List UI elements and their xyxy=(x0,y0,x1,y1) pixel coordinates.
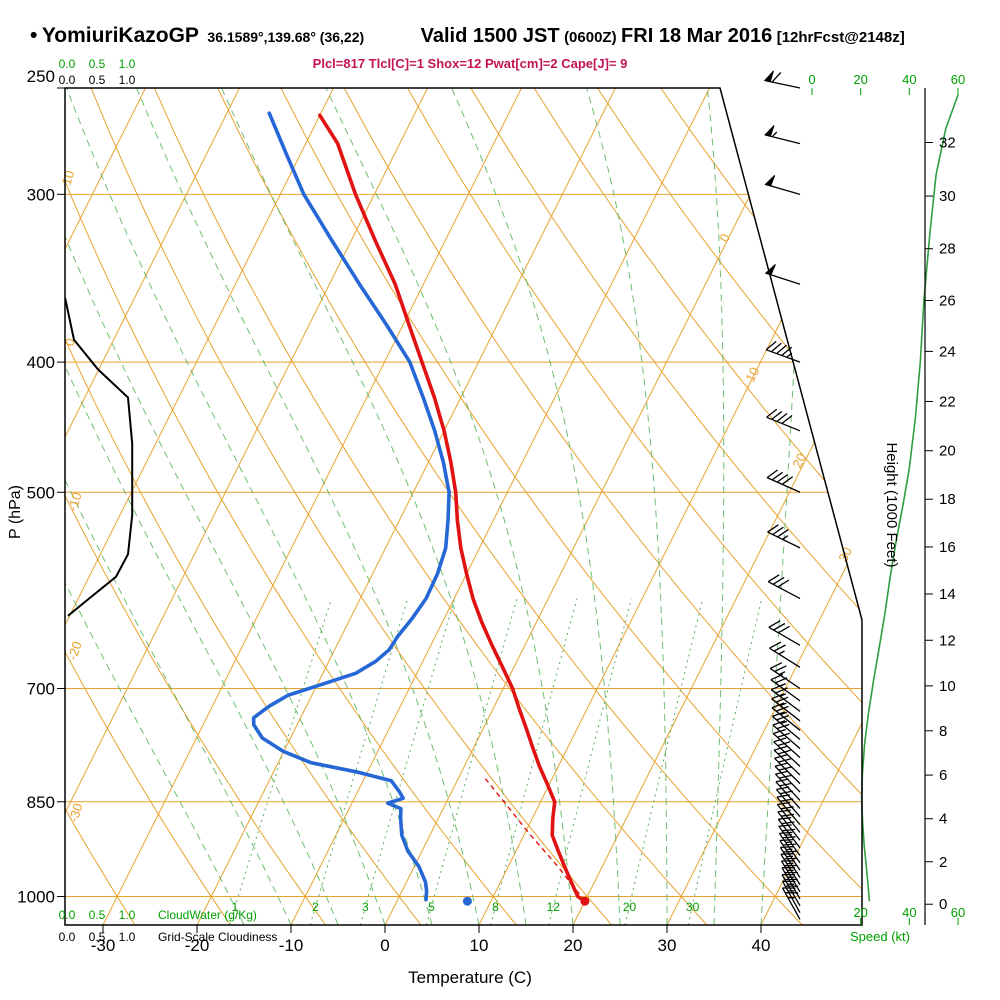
svg-text:18: 18 xyxy=(939,491,956,508)
svg-text:-10: -10 xyxy=(279,936,304,955)
svg-text:10: 10 xyxy=(939,678,956,695)
svg-text:-20: -20 xyxy=(65,639,85,662)
svg-text:30: 30 xyxy=(686,900,700,914)
svg-text:8: 8 xyxy=(939,723,947,740)
station-coords: 36.1589°,139.68° (36,22) xyxy=(207,29,365,45)
svg-text:0.0: 0.0 xyxy=(59,57,76,71)
svg-text:300: 300 xyxy=(27,185,55,204)
svg-text:CloudWater (g/Kg): CloudWater (g/Kg) xyxy=(158,908,257,922)
svg-text:Grid-Scale Cloudiness: Grid-Scale Cloudiness xyxy=(158,930,277,944)
svg-text:-20: -20 xyxy=(185,936,210,955)
svg-text:12: 12 xyxy=(939,632,956,649)
svg-text:6: 6 xyxy=(939,767,947,784)
svg-text:14: 14 xyxy=(939,586,956,603)
svg-text:16: 16 xyxy=(939,539,956,556)
svg-text:22: 22 xyxy=(939,393,956,410)
svg-text:2: 2 xyxy=(939,854,947,871)
svg-text:0: 0 xyxy=(62,336,79,348)
svg-text:26: 26 xyxy=(939,292,956,309)
plot-border xyxy=(64,87,863,926)
svg-text:40: 40 xyxy=(902,72,916,87)
svg-text:30: 30 xyxy=(658,936,677,955)
svg-text:700: 700 xyxy=(27,680,55,699)
svg-text:0: 0 xyxy=(808,72,815,87)
svg-text:20: 20 xyxy=(789,451,809,471)
sounding-params: Plcl=817 Tlcl[C]=1 Shox=12 Pwat[cm]=2 Ca… xyxy=(312,56,628,71)
svg-text:10: 10 xyxy=(470,936,489,955)
svg-text:20: 20 xyxy=(564,936,583,955)
valid-zulu: (0600Z) xyxy=(564,29,617,46)
valid-date: FRI 18 Mar 2016 xyxy=(621,25,773,47)
svg-text:30: 30 xyxy=(939,188,956,205)
svg-text:60: 60 xyxy=(951,905,965,920)
forecast-tag: [12hrFcst@2148z] xyxy=(776,29,905,46)
svg-text:4: 4 xyxy=(939,811,947,828)
svg-text:1.0: 1.0 xyxy=(119,73,136,87)
svg-text:850: 850 xyxy=(27,793,55,812)
skewt-background-grid xyxy=(65,88,862,925)
sounding-profiles xyxy=(65,111,590,906)
station-bullet: • xyxy=(30,24,38,47)
surface-temp-dot xyxy=(580,896,590,906)
svg-text:20: 20 xyxy=(853,905,867,920)
surface-dewpoint-dot xyxy=(462,896,472,906)
svg-text:2: 2 xyxy=(312,900,319,914)
svg-text:40: 40 xyxy=(902,905,916,920)
wind-speed-curve xyxy=(860,94,959,902)
svg-text:10: 10 xyxy=(742,365,762,385)
svg-text:12: 12 xyxy=(547,900,561,914)
svg-text:20: 20 xyxy=(623,900,637,914)
svg-text:0.0: 0.0 xyxy=(59,908,76,922)
svg-text:Temperature (C): Temperature (C) xyxy=(408,968,532,987)
svg-text:500: 500 xyxy=(27,483,55,502)
svg-text:0.5: 0.5 xyxy=(89,57,106,71)
svg-text:32: 32 xyxy=(939,134,956,151)
svg-text:0.5: 0.5 xyxy=(89,908,106,922)
svg-text:-30: -30 xyxy=(91,936,116,955)
svg-text:28: 28 xyxy=(939,241,956,258)
svg-text:400: 400 xyxy=(27,353,55,372)
svg-text:8: 8 xyxy=(492,900,499,914)
svg-text:20: 20 xyxy=(853,72,867,87)
svg-text:24: 24 xyxy=(939,343,956,360)
svg-text:0.5: 0.5 xyxy=(89,73,106,87)
svg-text:3: 3 xyxy=(362,900,369,914)
svg-text:0.0: 0.0 xyxy=(59,930,76,944)
svg-text:40: 40 xyxy=(752,936,771,955)
temperature-trace xyxy=(318,113,587,903)
valid-time: Valid 1500 JST xyxy=(420,25,560,47)
svg-text:10: 10 xyxy=(59,169,78,187)
svg-text:Height (1000 Feet): Height (1000 Feet) xyxy=(883,442,900,567)
svg-text:5: 5 xyxy=(428,900,435,914)
cloudiness-trace xyxy=(65,297,134,617)
svg-text:1: 1 xyxy=(231,900,238,914)
svg-text:250: 250 xyxy=(27,67,55,86)
svg-text:P (hPa): P (hPa) xyxy=(7,485,24,539)
wind-barbs xyxy=(763,70,801,920)
svg-text:1.0: 1.0 xyxy=(119,908,136,922)
svg-text:Speed (kt): Speed (kt) xyxy=(850,929,910,944)
svg-text:0.5: 0.5 xyxy=(89,930,106,944)
svg-text:0: 0 xyxy=(939,896,947,913)
svg-text:-10: -10 xyxy=(65,490,85,513)
svg-text:1.0: 1.0 xyxy=(119,930,136,944)
svg-text:1000: 1000 xyxy=(17,888,55,907)
svg-text:-30: -30 xyxy=(66,801,86,824)
svg-text:0.0: 0.0 xyxy=(59,73,76,87)
chart-header: • YomiuriKazoGP 36.1589°,139.68° (36,22)… xyxy=(30,24,992,48)
svg-text:20: 20 xyxy=(939,443,956,460)
station-name: YomiuriKazoGP xyxy=(41,24,199,47)
dewpoint-trace xyxy=(251,111,451,902)
svg-text:1.0: 1.0 xyxy=(119,57,136,71)
parcel-path xyxy=(484,778,586,902)
svg-text:60: 60 xyxy=(951,72,965,87)
svg-text:0: 0 xyxy=(380,936,389,955)
